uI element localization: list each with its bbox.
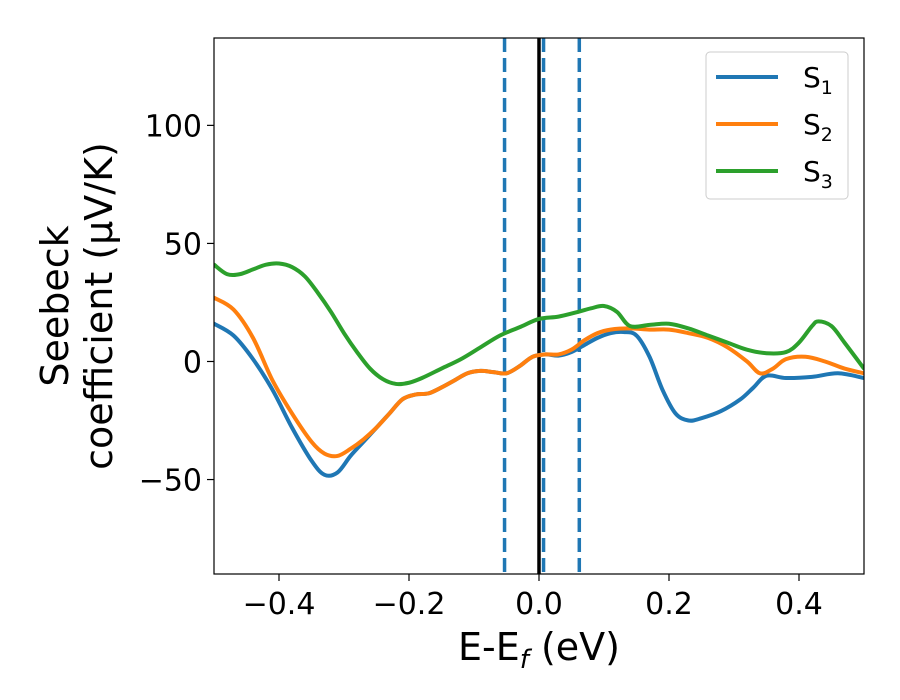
x-axis-label: E-Ef (eV) [458,625,620,675]
x-tick-label: −0.4 [243,587,316,622]
x-tick-label: 0.0 [515,587,563,622]
x-tick-label: −0.2 [373,587,446,622]
y-axis-label-line1: Seebeck [33,225,77,386]
x-tick-label: 0.4 [775,587,823,622]
y-axis-label-line2: coefficient (μV/K) [77,142,121,470]
x-tick-label: 0.2 [645,587,693,622]
y-tick-label: 50 [164,227,202,262]
y-tick-label: 0 [183,345,202,380]
seebeck-chart: −0.4 −0.2 0.0 0.2 0.4 −50 0 50 100 E-Ef (eV) See… [0,0,900,700]
y-tick-label: 100 [145,109,202,144]
y-tick-label: −50 [139,464,202,499]
